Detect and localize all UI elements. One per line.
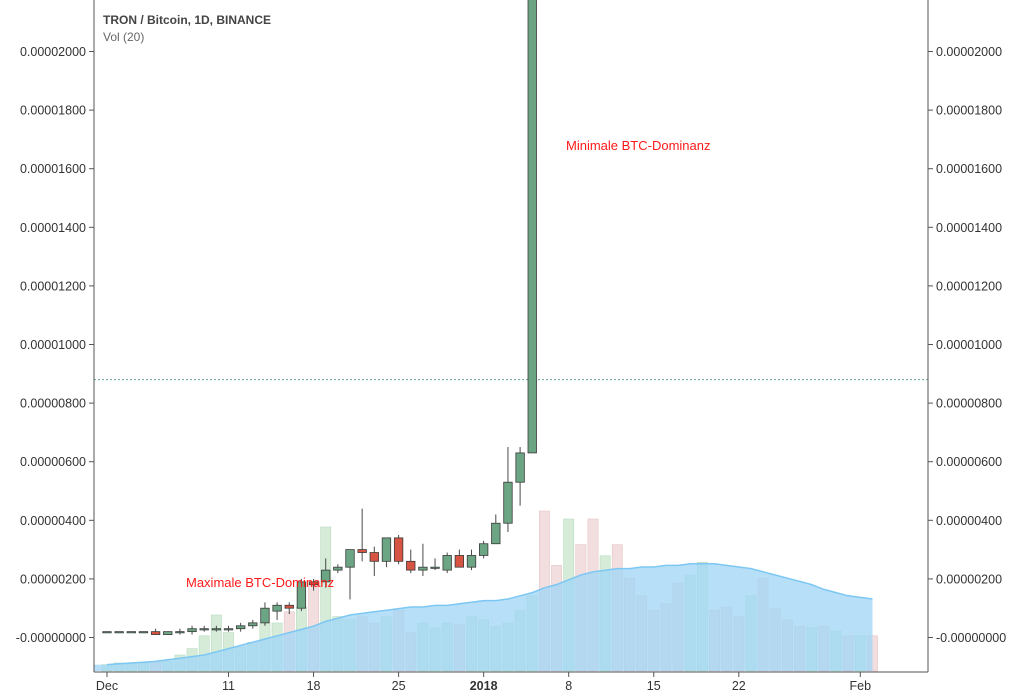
candle-body	[150, 631, 161, 635]
candle-body	[223, 628, 234, 631]
candle-body	[187, 628, 197, 633]
y-tick-label-left: 0.00000400	[20, 514, 86, 528]
candle-body	[454, 555, 465, 568]
volume-ma-line	[106, 563, 873, 666]
y-tick-label-left: -0.00000000	[16, 631, 86, 645]
chart-title: TRON / Bitcoin, 1D, BINANCE	[103, 13, 272, 27]
y-tick-label-right: 0.00000200	[936, 572, 1002, 586]
candle-body	[260, 607, 270, 624]
y-tick-label-right: -0.00000000	[936, 631, 1006, 645]
x-tick-label: Dec	[96, 679, 118, 693]
y-tick-label-right: 0.00001400	[936, 221, 1002, 235]
candle-body	[393, 537, 404, 562]
volume-ma-layer	[94, 563, 873, 671]
candle-body	[430, 566, 440, 569]
y-tick-label-right: 0.00001800	[936, 104, 1002, 118]
y-tick-label-right: 0.00002000	[936, 45, 1002, 59]
candle-body	[503, 481, 513, 524]
candle-body	[248, 622, 258, 627]
y-tick-label-left: 0.00001600	[20, 162, 86, 176]
annotation-min-btc-dominance: Minimale BTC-Dominanz	[566, 138, 711, 153]
annotation-max-btc-dominance: Maximale BTC-Dominanz	[186, 575, 335, 590]
y-tick-label-right: 0.00001200	[936, 279, 1002, 293]
candle-body	[527, 0, 537, 454]
y-tick-label-left: 0.00001800	[20, 104, 86, 118]
candle-body	[235, 625, 246, 630]
candle-body	[406, 560, 416, 571]
y-tick-label-right: 0.00001600	[936, 162, 1002, 176]
candle-body	[515, 452, 525, 483]
x-tick-label: 25	[392, 679, 406, 693]
y-tick-label-left: 0.00001000	[20, 338, 86, 352]
volume-indicator-label: Vol (20)	[103, 30, 145, 44]
axes-layer: -0.00000000 -0.00000000 0.00000200 0.000002…	[16, 0, 1006, 693]
x-tick-label: 11	[222, 679, 235, 693]
candle-body	[272, 604, 282, 612]
candle-body	[175, 631, 185, 634]
candle-body	[284, 604, 294, 609]
y-tick-label-left: 0.00001200	[20, 279, 86, 293]
candle-body	[491, 522, 501, 545]
candle-body	[478, 543, 489, 556]
candle-body	[308, 581, 319, 586]
y-tick-label-right: 0.00000600	[936, 455, 1002, 469]
candles-layer	[102, 0, 537, 635]
x-tick-label: 15	[647, 679, 661, 693]
x-tick-label: 8	[565, 679, 572, 693]
y-tick-label-left: 0.00000800	[20, 397, 86, 411]
x-tick-label: Feb	[850, 679, 872, 693]
candle-body	[381, 537, 392, 562]
y-tick-label-left: 0.00000200	[20, 572, 86, 586]
x-tick-label: 2018	[470, 679, 498, 693]
x-tick-label: 22	[732, 679, 746, 693]
candle-body	[321, 569, 331, 583]
candle-body	[466, 555, 477, 568]
candle-body	[126, 631, 136, 634]
y-tick-label-right: 0.00001000	[936, 338, 1002, 352]
y-tick-label-left: 0.00001400	[20, 221, 86, 235]
candle-body	[199, 628, 209, 631]
y-tick-label-right: 0.00000800	[936, 397, 1002, 411]
candle-body	[418, 566, 428, 571]
y-tick-label-left: 0.00000600	[20, 455, 86, 469]
candle-body	[345, 549, 355, 568]
candle-body	[296, 581, 307, 609]
candle-body	[357, 549, 367, 553]
volume-ma-area	[94, 563, 873, 671]
y-tick-label-left: 0.00002000	[20, 45, 86, 59]
x-tick-label: 18	[307, 679, 321, 693]
candle-body	[369, 552, 379, 562]
candle-body	[211, 628, 222, 631]
candle-body	[102, 631, 112, 634]
candle-body	[442, 555, 452, 571]
candle-body	[138, 631, 149, 634]
candle-body	[163, 631, 173, 635]
y-tick-label-right: 0.00000400	[936, 514, 1002, 528]
candle-body	[333, 566, 343, 571]
candle-body	[114, 631, 124, 634]
